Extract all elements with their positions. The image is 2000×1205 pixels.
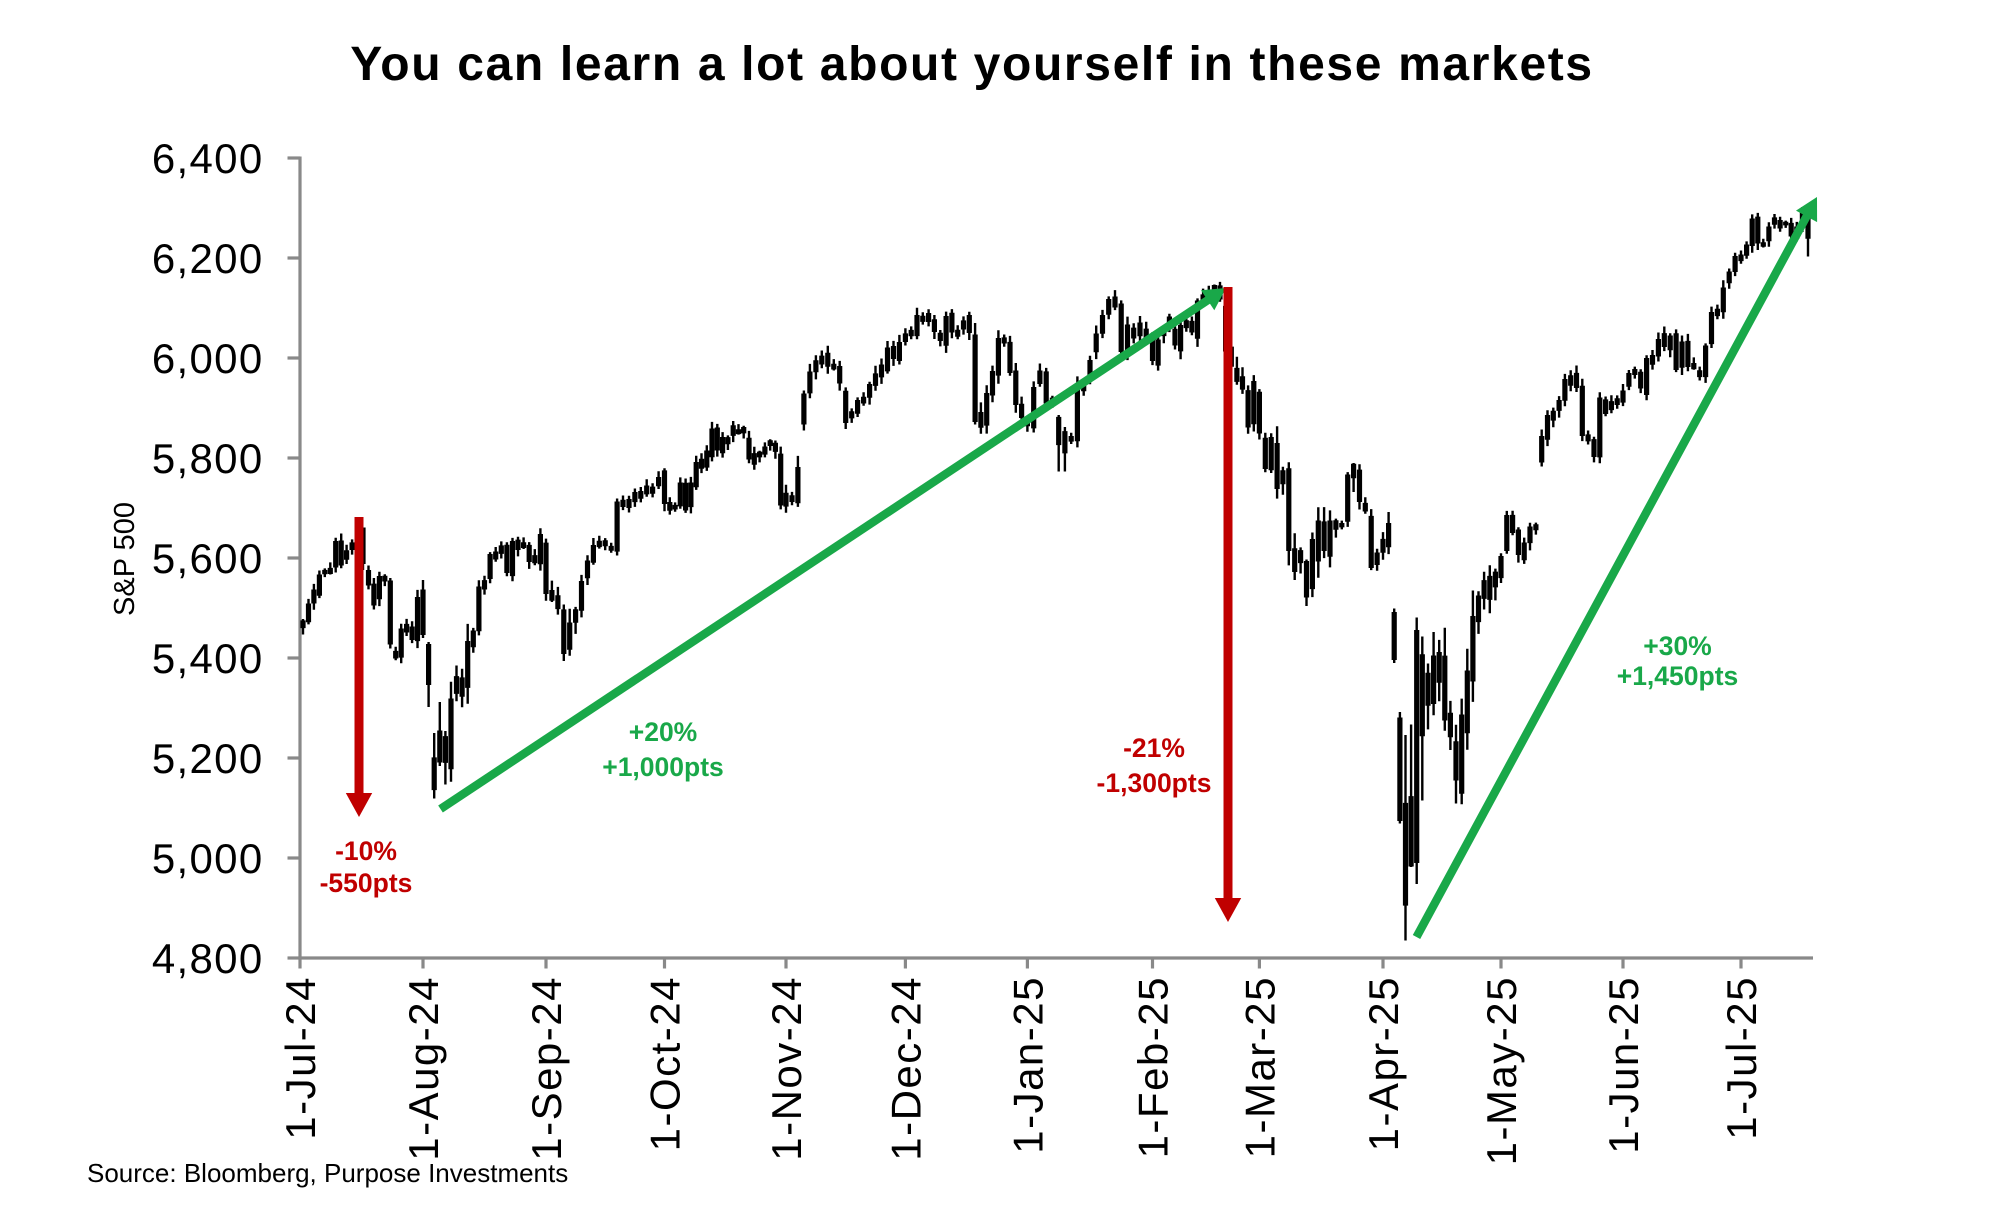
svg-text:You can learn a lot about your: You can learn a lot about yourself in th…	[350, 38, 1594, 91]
svg-text:1-Jul-24: 1-Jul-24	[277, 976, 324, 1140]
svg-text:-10%: -10%	[335, 836, 397, 866]
svg-text:+1,000pts: +1,000pts	[602, 752, 724, 782]
svg-text:Source: Bloomberg, Purpose Inv: Source: Bloomberg, Purpose Investments	[87, 1158, 568, 1188]
svg-text:S&P 500: S&P 500	[109, 502, 141, 616]
svg-text:6,000: 6,000	[152, 335, 264, 382]
svg-text:1-May-25: 1-May-25	[1478, 976, 1525, 1165]
svg-text:1-Dec-24: 1-Dec-24	[882, 976, 929, 1161]
svg-text:+30%: +30%	[1643, 631, 1712, 661]
svg-text:1-Feb-25: 1-Feb-25	[1130, 976, 1177, 1158]
svg-text:5,600: 5,600	[152, 535, 264, 582]
svg-text:5,000: 5,000	[152, 835, 264, 882]
svg-text:-21%: -21%	[1123, 733, 1185, 763]
svg-text:+20%: +20%	[629, 717, 698, 747]
svg-text:1-Aug-24: 1-Aug-24	[400, 976, 447, 1161]
svg-text:5,400: 5,400	[152, 635, 264, 682]
svg-text:-1,300pts: -1,300pts	[1097, 768, 1212, 798]
svg-text:4,800: 4,800	[152, 935, 264, 982]
svg-text:5,800: 5,800	[152, 435, 264, 482]
svg-text:5,200: 5,200	[152, 735, 264, 782]
svg-text:6,200: 6,200	[152, 235, 264, 282]
svg-text:6,400: 6,400	[152, 135, 264, 182]
svg-text:1-Nov-24: 1-Nov-24	[763, 976, 810, 1161]
svg-text:1-Jan-25: 1-Jan-25	[1004, 976, 1051, 1154]
svg-text:1-Mar-25: 1-Mar-25	[1236, 976, 1283, 1158]
svg-text:-550pts: -550pts	[320, 868, 413, 898]
svg-text:1-Jun-25: 1-Jun-25	[1600, 976, 1647, 1154]
svg-text:1-Sep-24: 1-Sep-24	[523, 976, 570, 1161]
svg-text:1-Apr-25: 1-Apr-25	[1360, 976, 1407, 1151]
svg-text:1-Oct-24: 1-Oct-24	[642, 976, 689, 1151]
svg-text:+1,450pts: +1,450pts	[1617, 661, 1739, 691]
svg-text:1-Jul-25: 1-Jul-25	[1718, 976, 1765, 1140]
